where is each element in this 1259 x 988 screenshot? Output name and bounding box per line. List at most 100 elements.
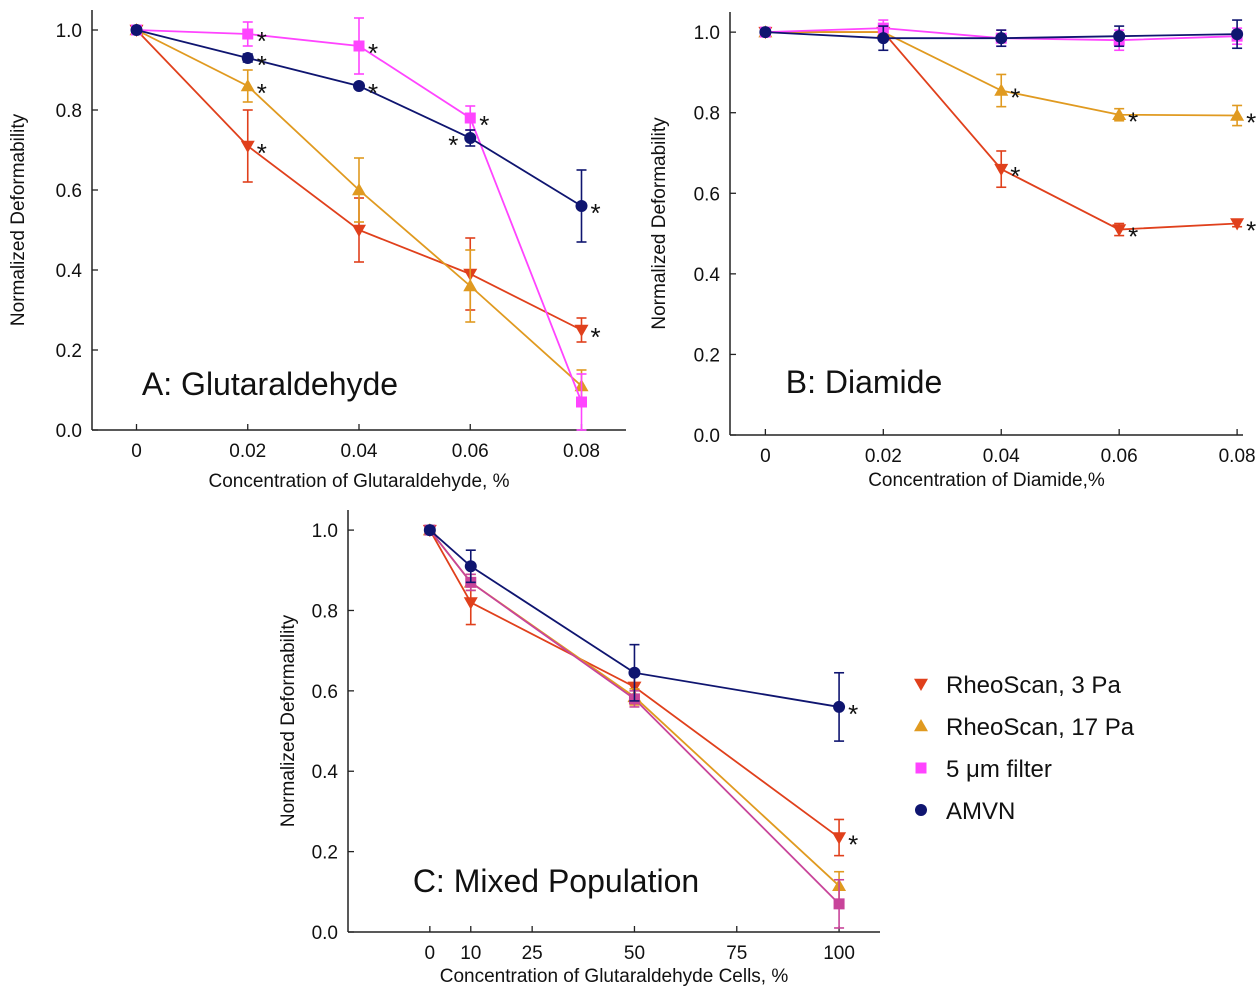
data-point [994, 163, 1009, 177]
x-tick-label: 0.08 [563, 441, 600, 462]
y-tick-label: 0.8 [312, 601, 338, 622]
data-point [1230, 108, 1245, 121]
y-tick-label: 1.0 [56, 21, 82, 42]
y-tick-label: 0.0 [56, 421, 82, 442]
x-tick-label: 0.06 [1101, 446, 1138, 467]
significance-star: * [1010, 83, 1020, 113]
legend-label: RheoScan, 3 Pa [946, 672, 1121, 699]
panel-c-mixed-population: 0.0 0.2 0.4 0.6 0.8 1.0 0 10 25 50 75 100 Concentrat… [278, 510, 880, 987]
data-point [352, 224, 366, 237]
legend-item: AMVN [915, 798, 1015, 825]
data-point [353, 80, 365, 92]
data-point [130, 24, 143, 36]
y-tick-label: 0.2 [56, 341, 82, 362]
panel-title: A: Glutaraldehyde [142, 366, 398, 402]
x-axis-label: Concentration of Diamide,% [868, 470, 1105, 491]
significance-star: * [1010, 161, 1020, 191]
data-point [464, 112, 476, 124]
x-tick-label: 0 [760, 446, 771, 467]
legend-marker [914, 719, 928, 732]
data-point [464, 560, 477, 573]
legend-item: RheoScan, 17 Pa [914, 714, 1135, 741]
data-point [877, 32, 890, 45]
series-amvn: * * * * [130, 24, 601, 243]
y-tick-label: 1.0 [312, 521, 338, 542]
series-5-m-filter: * * * [131, 17, 587, 431]
y-tick-label: 0.8 [56, 101, 82, 122]
x-tick-label: 0.04 [341, 441, 378, 462]
data-point [423, 524, 436, 537]
data-point [242, 28, 254, 40]
y-tick-label: 0.6 [312, 682, 338, 703]
data-point [464, 132, 477, 144]
data-point [575, 200, 588, 212]
legend-label: RheoScan, 17 Pa [946, 714, 1135, 741]
series-rheoscan-17-pa: * * * [758, 23, 1256, 138]
data-point [1112, 107, 1127, 120]
series-rheoscan-17-pa [422, 523, 847, 901]
x-tick-label: 0.08 [1219, 446, 1256, 467]
series-line [429, 529, 840, 887]
data-point [995, 32, 1008, 45]
series-rheoscan-3-pa: ** [129, 24, 601, 352]
data-point [833, 898, 845, 910]
y-tick-label: 0.6 [56, 181, 82, 202]
data-point [1112, 224, 1127, 237]
series-line [429, 529, 840, 708]
series-rheoscan-17-pa: * [129, 23, 589, 403]
x-axis-label: Concentration of Glutaraldehyde Cells, % [440, 966, 789, 987]
significance-star: * [1246, 216, 1256, 246]
data-point [832, 832, 847, 845]
significance-star: * [257, 78, 267, 108]
x-tick-label: 0.04 [983, 446, 1020, 467]
data-point [463, 597, 478, 610]
panel-b-diamide: 0.0 0.2 0.4 0.6 0.8 1.0 0 0.02 0.04 0.06 0.08 Conce… [649, 12, 1256, 491]
significance-star: * [848, 830, 858, 860]
y-tick-label: 1.0 [694, 23, 720, 44]
x-tick-label: 0.02 [229, 441, 266, 462]
series-rheoscan-3-pa: * * * [758, 23, 1256, 252]
y-tick-label: 0.0 [694, 426, 720, 447]
y-tick-label: 0.4 [694, 265, 721, 286]
series-line [765, 31, 1238, 231]
data-point [240, 79, 255, 92]
legend-marker [915, 804, 927, 816]
data-point [1113, 30, 1126, 43]
legend-label: AMVN [946, 798, 1015, 825]
data-point [352, 183, 366, 196]
x-tick-label: 10 [460, 943, 481, 964]
y-axis-label: Normalized Deformability [278, 614, 299, 827]
y-tick-label: 0.2 [694, 345, 720, 366]
legend: RheoScan, 3 Pa RheoScan, 17 Pa 5 μm filter… [914, 672, 1135, 825]
series-amvn: * [423, 524, 858, 742]
significance-star: * [448, 130, 458, 160]
significance-star: * [848, 699, 858, 729]
y-tick-label: 0.2 [312, 843, 338, 864]
significance-star: * [1128, 222, 1138, 252]
data-point [994, 83, 1009, 96]
series-amvn [759, 19, 1244, 52]
legend-item: RheoScan, 3 Pa [914, 672, 1121, 699]
significance-star: * [1246, 108, 1256, 138]
legend-marker [915, 762, 927, 774]
y-tick-label: 0.4 [56, 261, 83, 282]
x-tick-label: 25 [522, 943, 543, 964]
significance-star: * [368, 38, 378, 68]
series-line [429, 529, 840, 905]
data-point [759, 26, 772, 39]
significance-star: * [368, 78, 378, 108]
y-axis-label: Normalized Deformability [649, 117, 670, 330]
legend-label: 5 μm filter [946, 756, 1052, 783]
significance-star: * [257, 26, 267, 56]
legend-item: 5 μm filter [915, 756, 1052, 783]
x-tick-label: 0 [131, 441, 142, 462]
data-point [241, 52, 254, 64]
y-tick-label: 0.8 [694, 104, 720, 125]
x-tick-label: 0.06 [452, 441, 489, 462]
data-point [628, 666, 641, 679]
x-tick-label: 50 [624, 943, 645, 964]
data-point [574, 324, 589, 337]
significance-star: * [591, 198, 601, 228]
x-tick-label: 0 [425, 943, 436, 964]
